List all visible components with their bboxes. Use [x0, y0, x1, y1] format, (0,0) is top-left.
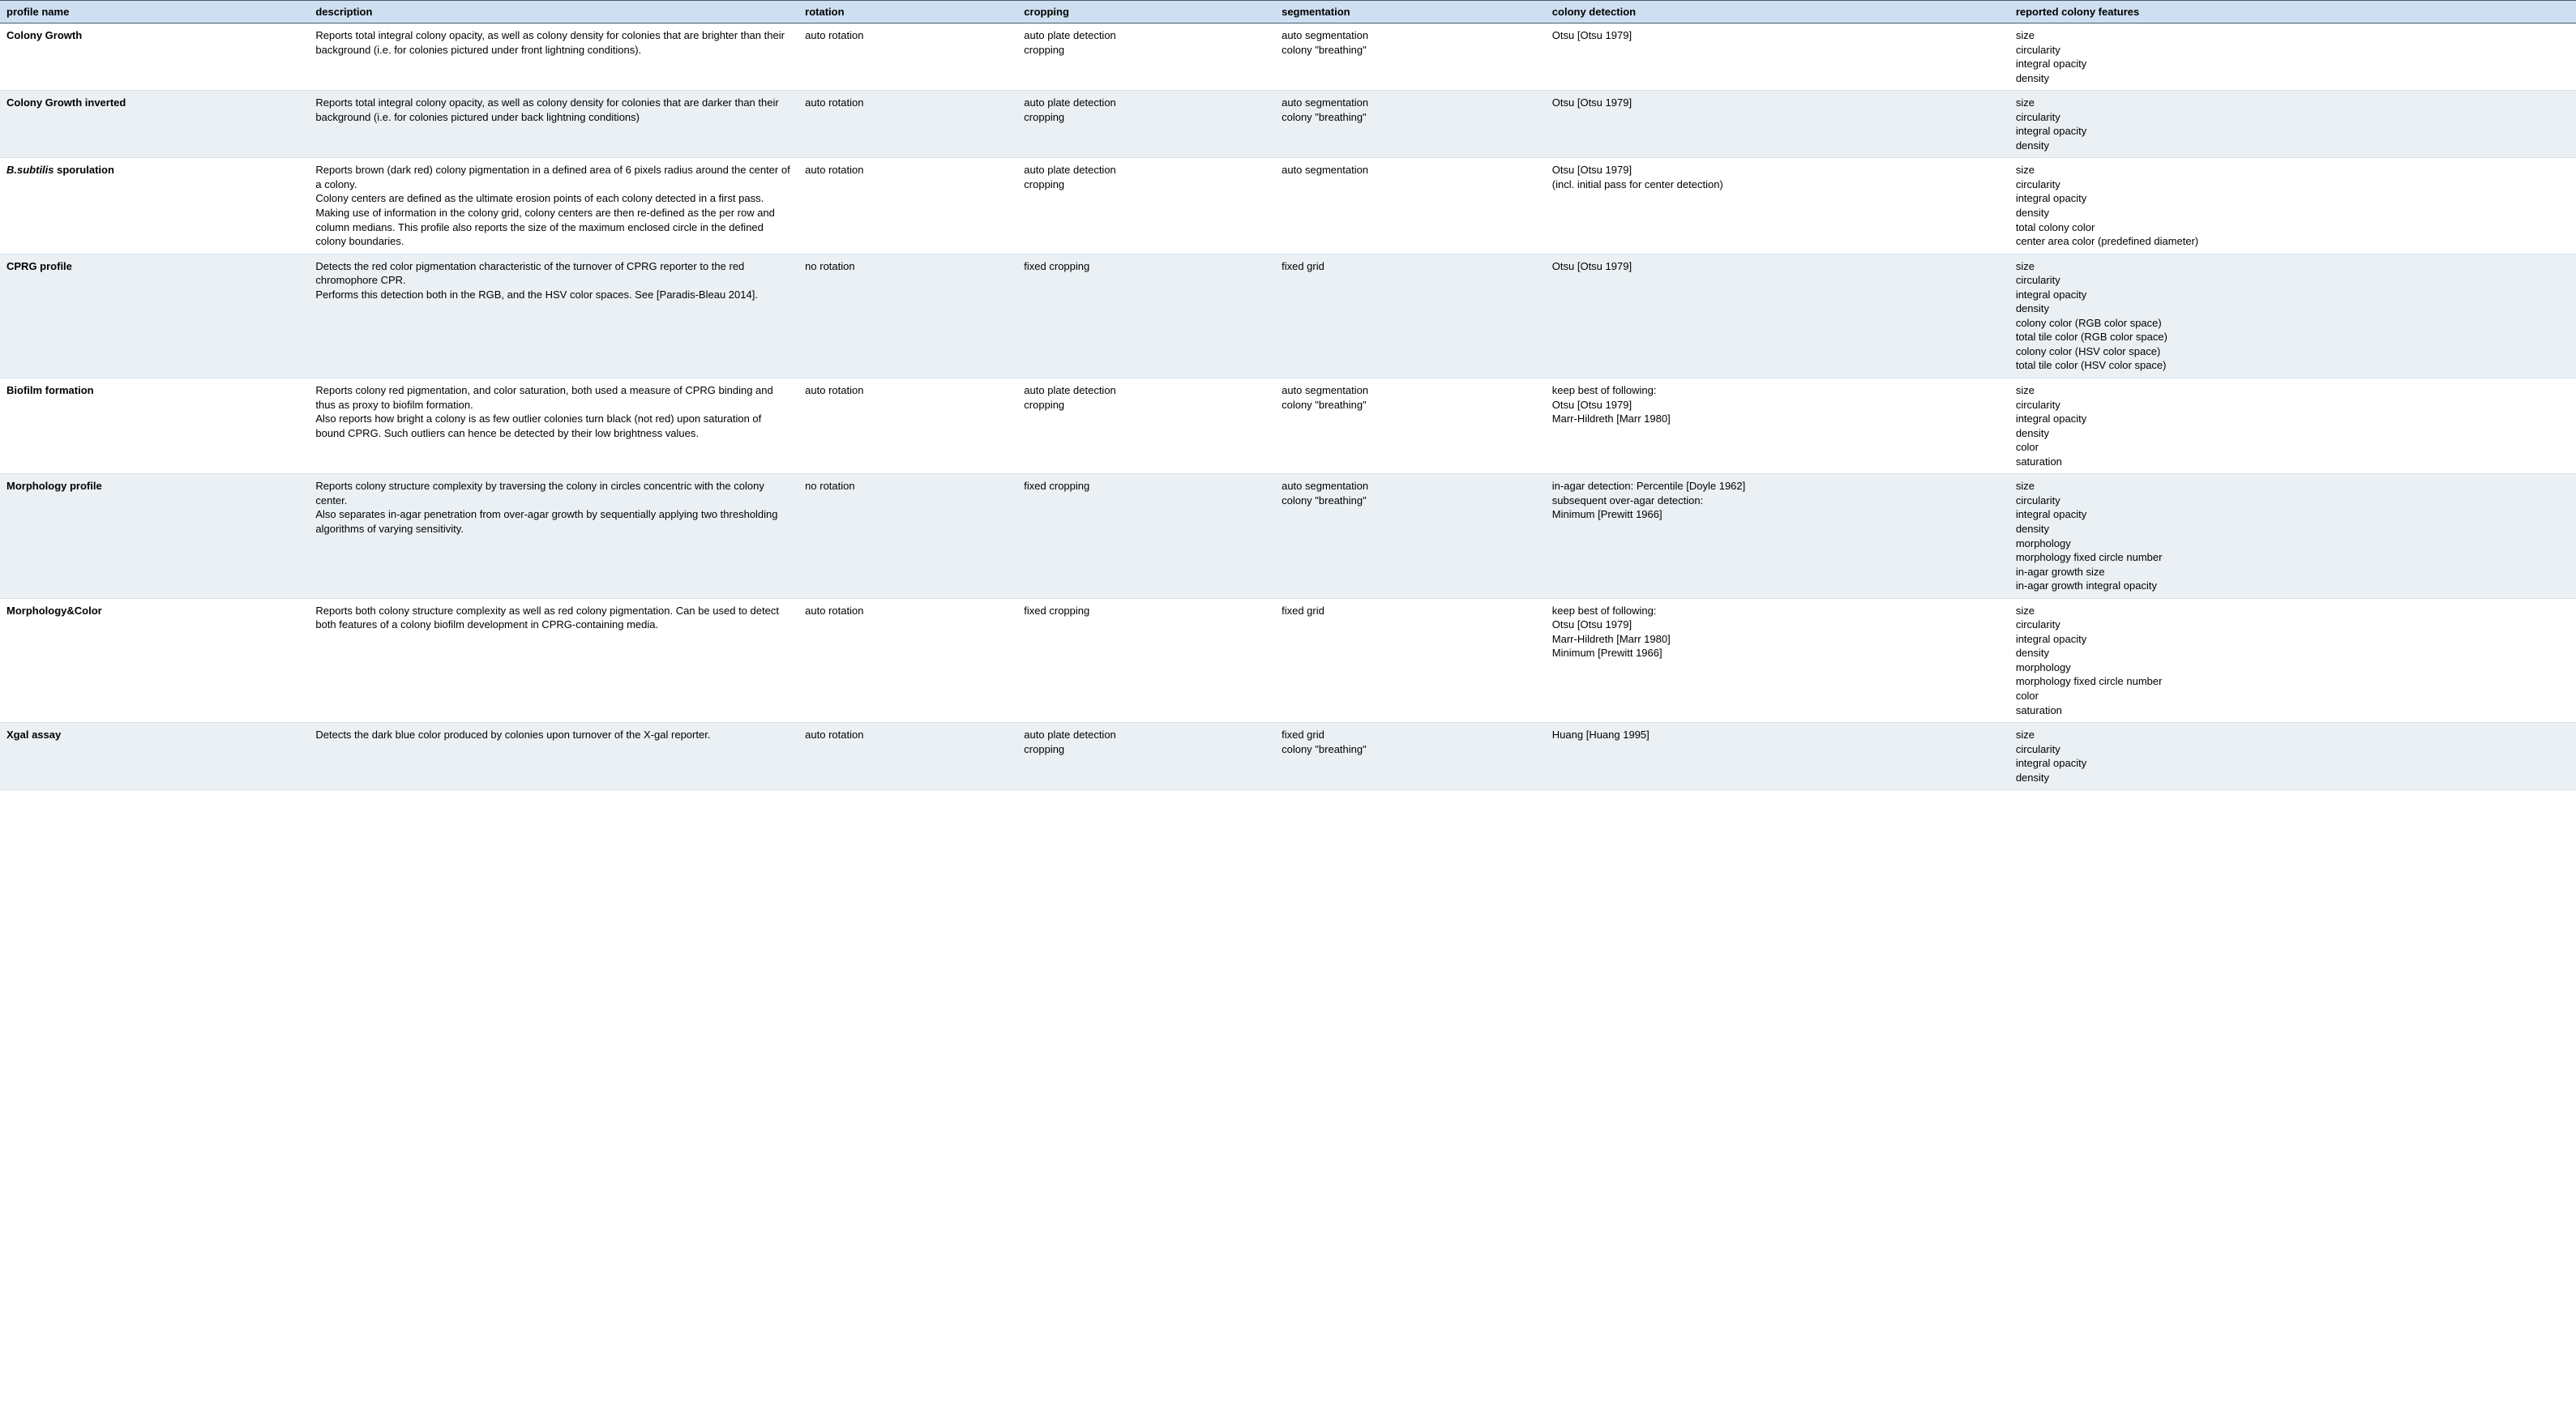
- table-row: B.subtilis sporulationReports brown (dar…: [0, 158, 2576, 254]
- cell-profile-name: Xgal assay: [0, 723, 309, 790]
- cell-rotation: auto rotation: [798, 598, 1017, 722]
- cell-features: size circularity integral opacity densit…: [2009, 474, 2576, 598]
- table-row: Colony Growth invertedReports total inte…: [0, 91, 2576, 158]
- cell-colony-detection: keep best of following: Otsu [Otsu 1979]…: [1546, 378, 2009, 474]
- table-row: CPRG profileDetects the red color pigmen…: [0, 254, 2576, 378]
- cell-rotation: auto rotation: [798, 378, 1017, 474]
- cell-rotation: auto rotation: [798, 723, 1017, 790]
- table-row: Morphology&ColorReports both colony stru…: [0, 598, 2576, 722]
- cell-segmentation: auto segmentation colony "breathing": [1275, 474, 1546, 598]
- cell-cropping: auto plate detection cropping: [1017, 24, 1275, 91]
- cell-segmentation: auto segmentation: [1275, 158, 1546, 254]
- cell-cropping: auto plate detection cropping: [1017, 378, 1275, 474]
- cell-cropping: fixed cropping: [1017, 474, 1275, 598]
- cell-features: size circularity integral opacity densit…: [2009, 24, 2576, 91]
- table-header-row: profile name description rotation croppi…: [0, 1, 2576, 24]
- cell-cropping: fixed cropping: [1017, 598, 1275, 722]
- table-row: Xgal assayDetects the dark blue color pr…: [0, 723, 2576, 790]
- cell-description: Detects the red color pigmentation chara…: [309, 254, 798, 378]
- col-header-colony-detection: colony detection: [1546, 1, 2009, 24]
- cell-description: Reports colony structure complexity by t…: [309, 474, 798, 598]
- table-row: Biofilm formationReports colony red pigm…: [0, 378, 2576, 474]
- cell-features: size circularity integral opacity densit…: [2009, 91, 2576, 158]
- cell-cropping: fixed cropping: [1017, 254, 1275, 378]
- cell-features: size circularity integral opacity densit…: [2009, 158, 2576, 254]
- cell-cropping: auto plate detection cropping: [1017, 723, 1275, 790]
- cell-features: size circularity integral opacity densit…: [2009, 378, 2576, 474]
- col-header-segmentation: segmentation: [1275, 1, 1546, 24]
- cell-segmentation: fixed grid: [1275, 254, 1546, 378]
- cell-segmentation: auto segmentation colony "breathing": [1275, 24, 1546, 91]
- cell-rotation: auto rotation: [798, 158, 1017, 254]
- cell-colony-detection: Otsu [Otsu 1979]: [1546, 91, 2009, 158]
- cell-features: size circularity integral opacity densit…: [2009, 723, 2576, 790]
- cell-profile-name: Colony Growth inverted: [0, 91, 309, 158]
- profiles-table: profile name description rotation croppi…: [0, 0, 2576, 790]
- cell-colony-detection: Otsu [Otsu 1979]: [1546, 24, 2009, 91]
- cell-segmentation: fixed grid colony "breathing": [1275, 723, 1546, 790]
- cell-profile-name: B.subtilis sporulation: [0, 158, 309, 254]
- cell-profile-name: Morphology profile: [0, 474, 309, 598]
- cell-description: Reports total integral colony opacity, a…: [309, 91, 798, 158]
- table-row: Colony GrowthReports total integral colo…: [0, 24, 2576, 91]
- col-header-rotation: rotation: [798, 1, 1017, 24]
- cell-segmentation: auto segmentation colony "breathing": [1275, 91, 1546, 158]
- cell-colony-detection: Otsu [Otsu 1979]: [1546, 254, 2009, 378]
- col-header-features: reported colony features: [2009, 1, 2576, 24]
- cell-colony-detection: keep best of following: Otsu [Otsu 1979]…: [1546, 598, 2009, 722]
- cell-description: Reports both colony structure complexity…: [309, 598, 798, 722]
- table-row: Morphology profileReports colony structu…: [0, 474, 2576, 598]
- col-header-description: description: [309, 1, 798, 24]
- cell-features: size circularity integral opacity densit…: [2009, 254, 2576, 378]
- cell-rotation: auto rotation: [798, 24, 1017, 91]
- cell-colony-detection: in-agar detection: Percentile [Doyle 196…: [1546, 474, 2009, 598]
- cell-features: size circularity integral opacity densit…: [2009, 598, 2576, 722]
- col-header-cropping: cropping: [1017, 1, 1275, 24]
- cell-rotation: no rotation: [798, 254, 1017, 378]
- cell-segmentation: auto segmentation colony "breathing": [1275, 378, 1546, 474]
- cell-rotation: no rotation: [798, 474, 1017, 598]
- table-body: Colony GrowthReports total integral colo…: [0, 24, 2576, 790]
- cell-profile-name: Biofilm formation: [0, 378, 309, 474]
- cell-cropping: auto plate detection cropping: [1017, 91, 1275, 158]
- cell-cropping: auto plate detection cropping: [1017, 158, 1275, 254]
- cell-segmentation: fixed grid: [1275, 598, 1546, 722]
- cell-profile-name: Morphology&Color: [0, 598, 309, 722]
- cell-colony-detection: Huang [Huang 1995]: [1546, 723, 2009, 790]
- cell-description: Reports total integral colony opacity, a…: [309, 24, 798, 91]
- cell-profile-name: Colony Growth: [0, 24, 309, 91]
- cell-description: Reports brown (dark red) colony pigmenta…: [309, 158, 798, 254]
- cell-description: Detects the dark blue color produced by …: [309, 723, 798, 790]
- cell-colony-detection: Otsu [Otsu 1979] (incl. initial pass for…: [1546, 158, 2009, 254]
- cell-description: Reports colony red pigmentation, and col…: [309, 378, 798, 474]
- cell-rotation: auto rotation: [798, 91, 1017, 158]
- col-header-profile-name: profile name: [0, 1, 309, 24]
- cell-profile-name: CPRG profile: [0, 254, 309, 378]
